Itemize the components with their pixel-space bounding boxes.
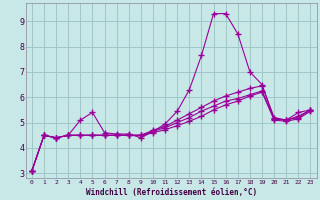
X-axis label: Windchill (Refroidissement éolien,°C): Windchill (Refroidissement éolien,°C) <box>86 188 257 197</box>
